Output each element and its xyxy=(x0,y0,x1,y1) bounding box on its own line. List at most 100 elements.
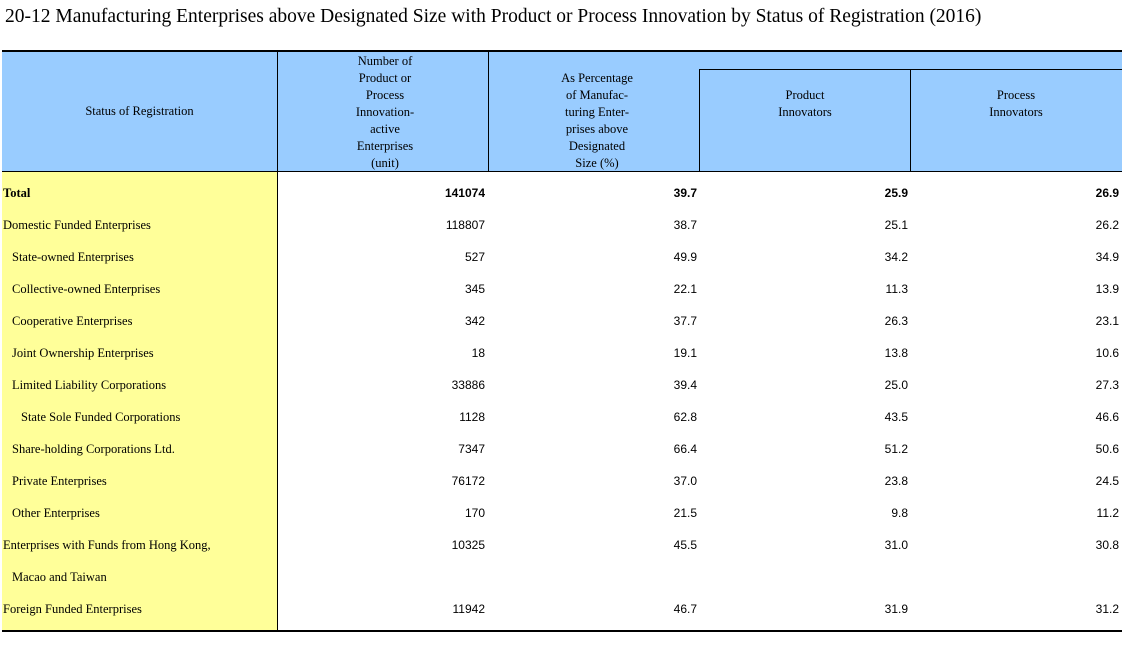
cell-number: 170 xyxy=(464,506,485,520)
cell-number xyxy=(289,561,485,593)
cell-number: 342 xyxy=(464,314,485,328)
header-number-line: Number of xyxy=(357,54,413,68)
cell-product: 25.0 xyxy=(884,378,908,392)
cell-process: 50.6 xyxy=(1095,442,1119,456)
row-label: Joint Ownership Enterprises xyxy=(12,346,154,360)
row-label: Limited Liability Corporations xyxy=(12,378,167,392)
header-divider xyxy=(488,52,489,171)
header-process: Process Innovators xyxy=(911,87,1121,121)
table-row: Foreign Funded Enterprises 11942 46.7 31… xyxy=(2,593,1122,625)
table-row: Private Enterprises 76172 37.0 23.8 24.5 xyxy=(2,465,1122,497)
cell-percentage: 49.9 xyxy=(673,250,697,264)
table-row: State Sole Funded Corporations 1128 62.8… xyxy=(2,401,1122,433)
cell-product: 31.9 xyxy=(884,602,908,616)
top-rule xyxy=(2,50,1122,52)
header-bottom-rule xyxy=(2,171,1122,172)
header-process-line: Innovators xyxy=(989,105,1043,119)
cell-process: 23.1 xyxy=(1095,314,1119,328)
cell-product: 34.2 xyxy=(884,250,908,264)
cell-number: 10325 xyxy=(451,538,485,552)
header-number-line: Process xyxy=(365,88,405,102)
header-number-line: Product or xyxy=(358,71,412,85)
table-row: State-owned Enterprises 527 49.9 34.2 34… xyxy=(2,241,1122,273)
row-label: Domestic Funded Enterprises xyxy=(3,218,151,232)
cell-process: 24.5 xyxy=(1095,474,1119,488)
table-row: Total 141074 39.7 25.9 26.9 xyxy=(2,177,1122,209)
cell-product: 23.8 xyxy=(884,474,908,488)
table-row: Domestic Funded Enterprises 118807 38.7 … xyxy=(2,209,1122,241)
cell-product: 25.9 xyxy=(884,186,908,200)
table-title: 20-12 Manufacturing Enterprises above De… xyxy=(5,6,982,27)
stub-column-divider xyxy=(277,52,278,630)
row-label: Foreign Funded Enterprises xyxy=(3,602,142,616)
cell-process: 30.8 xyxy=(1095,538,1119,552)
cell-process: 31.2 xyxy=(1095,602,1119,616)
header-product-line: Innovators xyxy=(778,105,832,119)
row-label: State Sole Funded Corporations xyxy=(21,410,181,424)
row-label: Share-holding Corporations Ltd. xyxy=(12,442,175,456)
cell-process: 27.3 xyxy=(1095,378,1119,392)
cell-process xyxy=(922,561,1119,593)
table-row: Share-holding Corporations Ltd. 7347 66.… xyxy=(2,433,1122,465)
cell-product: 25.1 xyxy=(884,218,908,232)
cell-percentage: 37.7 xyxy=(673,314,697,328)
cell-number: 141074 xyxy=(444,186,485,200)
header-status: Status of Registration xyxy=(85,104,194,118)
table-row: Limited Liability Corporations 33886 39.… xyxy=(2,369,1122,401)
row-label: Total xyxy=(3,186,31,200)
header-number: Number of Product or Process Innovation-… xyxy=(305,53,465,172)
cell-number: 345 xyxy=(464,282,485,296)
cell-process: 11.2 xyxy=(1096,506,1119,520)
cell-product: 9.8 xyxy=(891,506,908,520)
cell-process: 34.9 xyxy=(1095,250,1119,264)
header-number-line: active xyxy=(370,122,400,136)
cell-product: 31.0 xyxy=(884,538,908,552)
cell-process: 13.9 xyxy=(1095,282,1119,296)
cell-percentage: 22.1 xyxy=(673,282,697,296)
row-label: Private Enterprises xyxy=(12,474,107,488)
table-row: Macao and Taiwan xyxy=(2,561,1122,593)
cell-number: 11942 xyxy=(452,602,485,616)
cell-percentage xyxy=(500,561,697,593)
header-product-line: Product xyxy=(785,88,825,102)
cell-process: 10.6 xyxy=(1095,346,1119,360)
cell-product: 43.5 xyxy=(884,410,908,424)
cell-percentage: 19.1 xyxy=(673,346,697,360)
header-percentage-line: Size (%) xyxy=(575,156,619,170)
row-label: Collective-owned Enterprises xyxy=(12,282,161,296)
cell-product: 13.8 xyxy=(884,346,908,360)
cell-percentage: 66.4 xyxy=(673,442,697,456)
cell-percentage: 45.5 xyxy=(673,538,697,552)
table-row: Joint Ownership Enterprises 18 19.1 13.8… xyxy=(2,337,1122,369)
stub-column-background xyxy=(2,172,277,630)
row-label: Enterprises with Funds from Hong Kong, xyxy=(3,538,211,552)
cell-percentage: 39.4 xyxy=(673,378,697,392)
table-row: Other Enterprises 170 21.5 9.8 11.2 xyxy=(2,497,1122,529)
cell-product xyxy=(711,561,908,593)
header-percentage-line: turing Enter- xyxy=(565,105,629,119)
row-label: Macao and Taiwan xyxy=(12,570,107,584)
header-percentage-line: of Manufac- xyxy=(565,88,629,102)
table-row: Collective-owned Enterprises 345 22.1 11… xyxy=(2,273,1122,305)
header-percentage-line: prises above xyxy=(565,122,629,136)
cell-percentage: 62.8 xyxy=(673,410,697,424)
cell-number: 118807 xyxy=(445,218,485,232)
cell-percentage: 39.7 xyxy=(673,186,697,200)
cell-number: 18 xyxy=(471,346,485,360)
row-label: Other Enterprises xyxy=(12,506,100,520)
header-process-line: Process xyxy=(996,88,1036,102)
cell-percentage: 46.7 xyxy=(673,602,697,616)
header-number-line: (unit) xyxy=(371,156,399,170)
cell-product: 11.3 xyxy=(885,282,908,296)
table-row: Enterprises with Funds from Hong Kong, 1… xyxy=(2,529,1122,561)
header-number-line: Innovation- xyxy=(355,105,415,119)
header-divider xyxy=(699,69,700,171)
cell-product: 26.3 xyxy=(884,314,908,328)
cell-number: 76172 xyxy=(451,474,485,488)
header-percentage: As Percentage of Manufac- turing Enter- … xyxy=(517,70,677,172)
table-row: Cooperative Enterprises 342 37.7 26.3 23… xyxy=(2,305,1122,337)
cell-number: 1128 xyxy=(459,410,485,424)
table-header: Status of Registration Number of Product… xyxy=(2,52,1122,171)
cell-number: 527 xyxy=(464,250,485,264)
cell-product: 51.2 xyxy=(884,442,908,456)
